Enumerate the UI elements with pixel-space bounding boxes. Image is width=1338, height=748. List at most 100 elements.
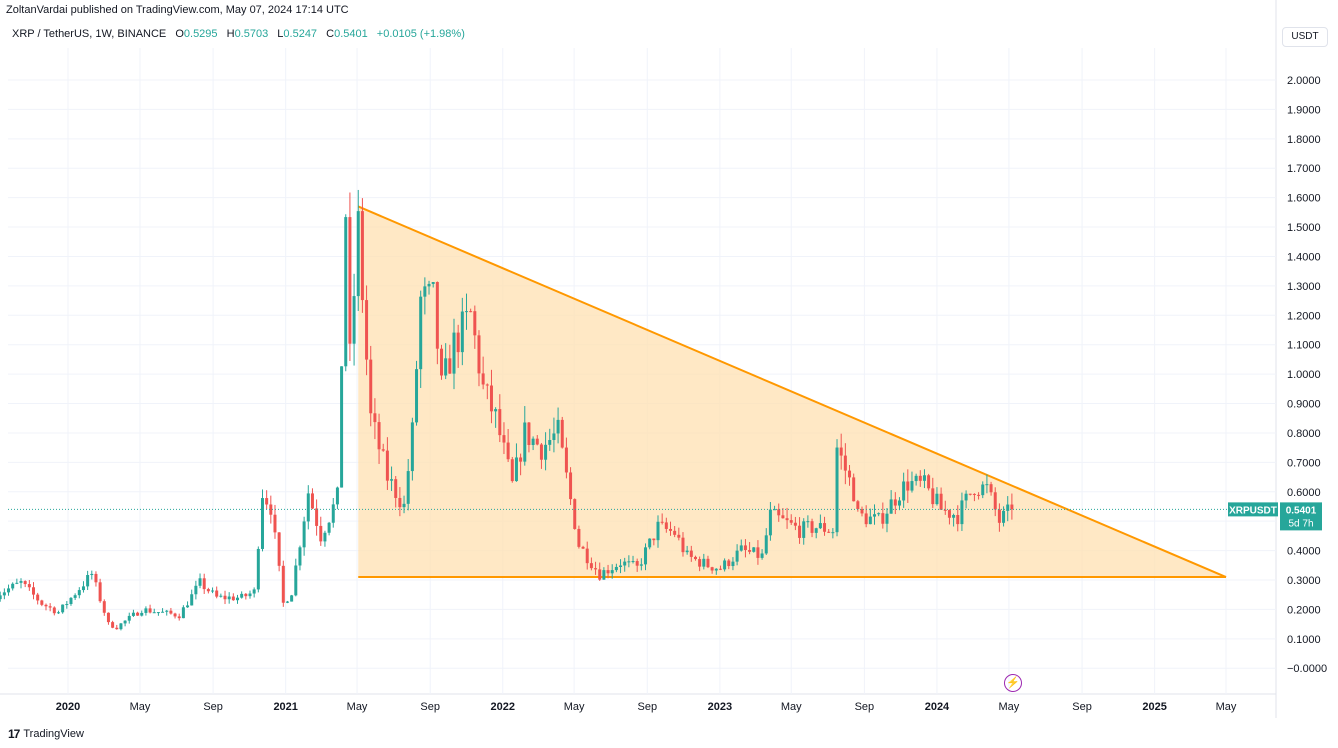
candle-body bbox=[44, 604, 48, 607]
candle-body bbox=[285, 601, 289, 603]
candle-body bbox=[947, 510, 951, 518]
candle-body bbox=[906, 481, 910, 491]
candle-body bbox=[394, 479, 398, 498]
time-tick-label: May bbox=[564, 701, 585, 713]
candle-body bbox=[997, 509, 1001, 523]
time-tick-label: Sep bbox=[420, 701, 440, 713]
price-tick-label: 2.0000 bbox=[1287, 75, 1321, 87]
candle-body bbox=[344, 217, 348, 367]
candle-body bbox=[494, 409, 498, 412]
high-label: H bbox=[226, 28, 235, 40]
candle-body bbox=[789, 520, 793, 523]
candle-body bbox=[65, 604, 69, 606]
candle-body bbox=[718, 568, 722, 570]
candle-body bbox=[144, 608, 148, 613]
price-tick-label: 0.1000 bbox=[1287, 634, 1321, 646]
price-tick-label: 1.1000 bbox=[1287, 340, 1321, 352]
candle-body bbox=[623, 561, 627, 566]
candle-body bbox=[631, 561, 635, 563]
low-value: 0.5247 bbox=[283, 28, 318, 40]
candle-body bbox=[469, 311, 473, 313]
candle-body bbox=[177, 616, 181, 619]
candle-body bbox=[335, 487, 339, 505]
candle-body bbox=[52, 607, 56, 614]
candle-body bbox=[848, 470, 852, 478]
candle-body bbox=[856, 501, 860, 510]
candle-body bbox=[94, 573, 98, 583]
candle-body bbox=[298, 547, 302, 566]
candle-body bbox=[256, 548, 260, 590]
candle-body bbox=[61, 604, 65, 613]
candle-body bbox=[777, 509, 781, 516]
candle-body bbox=[340, 366, 344, 488]
candle-body bbox=[835, 447, 839, 533]
candle-body bbox=[564, 447, 568, 473]
candle-body bbox=[369, 359, 373, 414]
candle-body bbox=[111, 622, 115, 628]
candle-body bbox=[0, 595, 2, 600]
candle-body bbox=[689, 550, 693, 557]
candle-body bbox=[748, 550, 752, 552]
candle-body bbox=[73, 595, 77, 598]
candle-body bbox=[194, 585, 198, 595]
candle-body bbox=[152, 612, 156, 614]
change-value: +0.0105 (+1.98%) bbox=[376, 28, 465, 40]
ticker-label: XRPUSDT bbox=[1229, 505, 1277, 516]
tradingview-footer[interactable]: 17 TradingView bbox=[8, 727, 84, 741]
candle-body bbox=[644, 547, 648, 565]
footer-brand: TradingView bbox=[23, 728, 84, 740]
candle-body bbox=[648, 538, 652, 548]
candle-body bbox=[602, 570, 606, 580]
candle-body bbox=[735, 550, 739, 562]
lightning-icon[interactable]: ⚡ bbox=[1004, 674, 1022, 692]
candle-body bbox=[306, 493, 310, 522]
candle-body bbox=[960, 500, 964, 525]
candle-body bbox=[140, 612, 144, 616]
candle-body bbox=[514, 457, 518, 482]
candle-body bbox=[489, 385, 493, 412]
candle-body bbox=[106, 612, 110, 623]
candle-body bbox=[798, 525, 802, 538]
price-tick-label: 1.7000 bbox=[1287, 163, 1321, 175]
price-tag-value: 0.5401 bbox=[1286, 505, 1317, 516]
candle-body bbox=[731, 561, 735, 567]
descending-triangle-pattern bbox=[357, 205, 1227, 579]
candle-body bbox=[739, 545, 743, 551]
candle-body bbox=[32, 587, 36, 595]
price-tick-label: 0.8000 bbox=[1287, 428, 1321, 440]
candle-body bbox=[639, 564, 643, 566]
price-tag-box bbox=[1280, 502, 1322, 531]
candle-body bbox=[102, 601, 106, 613]
candle-body bbox=[310, 493, 314, 509]
candle-body bbox=[385, 450, 389, 481]
candle-body bbox=[810, 521, 814, 533]
candle-body bbox=[315, 508, 319, 526]
candle-body bbox=[664, 522, 668, 529]
candle-body bbox=[269, 504, 273, 515]
candle-body bbox=[860, 509, 864, 514]
time-tick-label: 2022 bbox=[491, 701, 515, 713]
candle-body bbox=[223, 595, 227, 600]
price-tick-label: 1.5000 bbox=[1287, 222, 1321, 234]
candle-body bbox=[473, 311, 477, 336]
candle-body bbox=[897, 500, 901, 506]
candle-body bbox=[365, 300, 369, 360]
candle-body bbox=[573, 499, 577, 529]
candle-body bbox=[652, 538, 656, 541]
currency-button[interactable]: USDT bbox=[1282, 27, 1328, 47]
candle-body bbox=[569, 472, 573, 500]
candle-body bbox=[656, 521, 660, 541]
candle-body bbox=[823, 523, 827, 532]
candle-body bbox=[506, 442, 510, 460]
candle-body bbox=[872, 514, 876, 517]
candle-body bbox=[956, 515, 960, 525]
candle-body bbox=[881, 513, 885, 524]
candle-body bbox=[377, 422, 381, 450]
candle-body bbox=[635, 561, 639, 566]
candle-body bbox=[756, 547, 760, 558]
candle-body bbox=[440, 348, 444, 376]
price-tick-label: 0.6000 bbox=[1287, 487, 1321, 499]
candle-body bbox=[15, 582, 19, 584]
candle-body bbox=[202, 578, 206, 590]
